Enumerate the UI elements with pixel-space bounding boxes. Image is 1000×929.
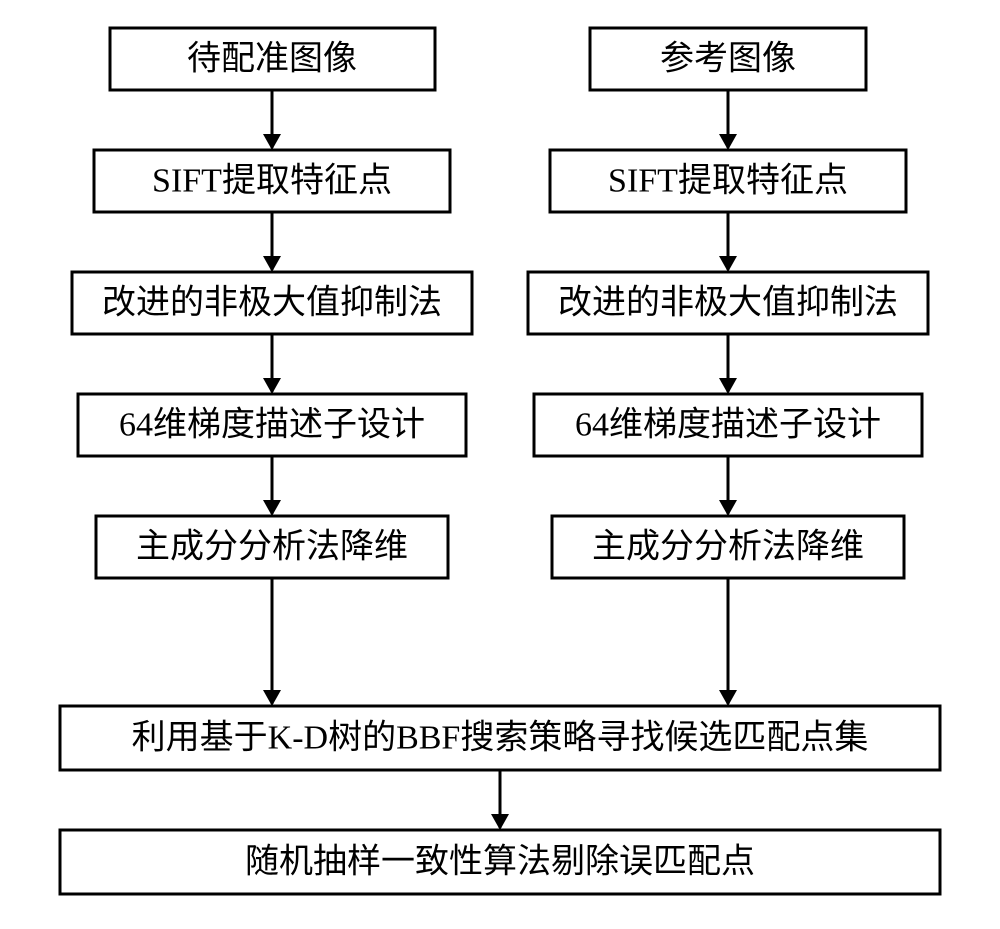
label-r1: 参考图像: [660, 40, 796, 78]
label-l5: 主成分分析法降维: [136, 528, 408, 566]
label-m7: 随机抽样一致性算法剔除误匹配点: [245, 843, 755, 881]
box-r4: 64维梯度描述子设计: [534, 394, 922, 456]
box-l1: 待配准图像: [110, 28, 435, 90]
label-r3: 改进的非极大值抑制法: [558, 284, 898, 322]
flowchart-diagram: 待配准图像 参考图像 SIFT提取特征点 SIFT提取特征点 改进的非极大值抑制…: [0, 0, 1000, 929]
box-l5: 主成分分析法降维: [96, 516, 448, 578]
box-l4: 64维梯度描述子设计: [78, 394, 466, 456]
box-r1: 参考图像: [590, 28, 866, 90]
box-r2: SIFT提取特征点: [550, 150, 906, 212]
box-l2: SIFT提取特征点: [94, 150, 450, 212]
box-r5: 主成分分析法降维: [552, 516, 904, 578]
label-l1: 待配准图像: [187, 40, 357, 78]
box-m6: 利用基于K-D树的BBF搜索策略寻找候选匹配点集: [60, 706, 940, 770]
label-l4: 64维梯度描述子设计: [119, 406, 425, 444]
box-m7: 随机抽样一致性算法剔除误匹配点: [60, 830, 940, 894]
label-m6: 利用基于K-D树的BBF搜索策略寻找候选匹配点集: [132, 719, 869, 757]
label-l2: SIFT提取特征点: [152, 162, 392, 200]
box-r3: 改进的非极大值抑制法: [528, 272, 928, 334]
box-l3: 改进的非极大值抑制法: [72, 272, 472, 334]
label-l3: 改进的非极大值抑制法: [102, 284, 442, 322]
label-r4: 64维梯度描述子设计: [575, 406, 881, 444]
label-r5: 主成分分析法降维: [592, 528, 864, 566]
label-r2: SIFT提取特征点: [608, 162, 848, 200]
